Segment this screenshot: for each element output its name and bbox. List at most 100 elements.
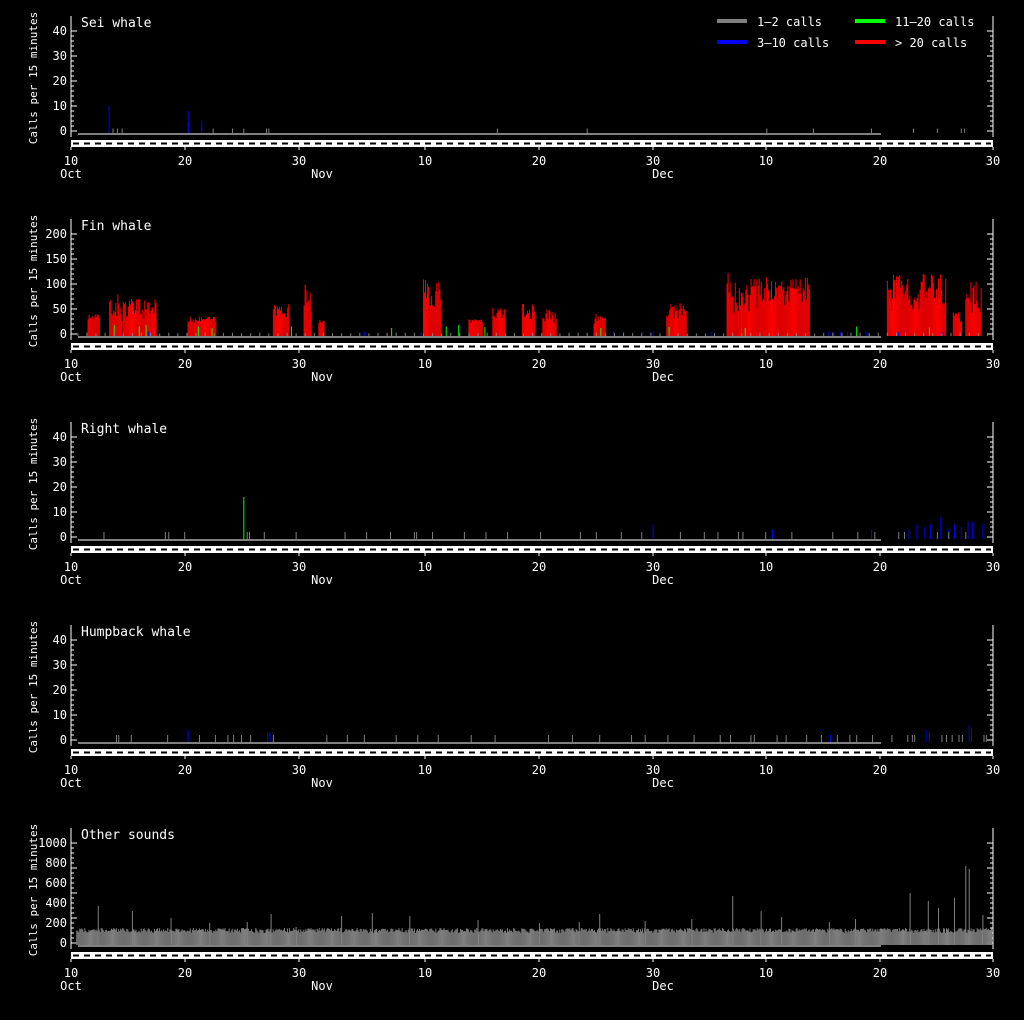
series-3-10-calls xyxy=(187,725,973,742)
time-strip xyxy=(71,952,993,959)
x-tick-label: 10 xyxy=(759,966,773,980)
x-month-label: Dec xyxy=(652,979,674,993)
x-tick-label: 10 xyxy=(64,966,78,980)
y-axis-label: Calls per 15 minutes xyxy=(27,824,40,956)
x-month-label: Dec xyxy=(652,573,674,587)
x-month-label: Dec xyxy=(652,370,674,384)
x-tick-label: 30 xyxy=(292,560,306,574)
series-3-10-calls xyxy=(108,106,203,133)
x-tick-label: 10 xyxy=(418,560,432,574)
x-tick-label: 30 xyxy=(986,560,1000,574)
x-tick-label: 10 xyxy=(759,357,773,371)
panel-title: Right whale xyxy=(81,422,167,437)
x-tick-label: 20 xyxy=(532,357,546,371)
x-month-label: Oct xyxy=(60,573,82,587)
x-tick-label: 20 xyxy=(873,560,887,574)
x-month-label: Dec xyxy=(652,776,674,790)
time-strip xyxy=(71,343,993,350)
x-tick-label: 30 xyxy=(646,966,660,980)
x-tick-label: 30 xyxy=(986,154,1000,168)
y-tick-label: 400 xyxy=(45,896,67,910)
x-tick-label: 20 xyxy=(873,154,887,168)
y-tick-label: 200 xyxy=(45,916,67,930)
y-tick-label: 200 xyxy=(45,227,67,241)
y-tick-label: 10 xyxy=(53,708,67,722)
legend-label-3-10-calls: 3–10 calls xyxy=(757,36,829,50)
x-tick-label: 30 xyxy=(646,763,660,777)
x-month-label: Nov xyxy=(311,776,333,790)
y-tick-label: 0 xyxy=(60,327,67,341)
x-month-label: Nov xyxy=(311,167,333,181)
panel-sei-whale: Sei whale Calls per 15 minutes 0 10 20 30 40 10… xyxy=(27,12,1000,181)
panel-fin-whale: Fin whale Calls per 15 minutes 0 50 100 150 20… xyxy=(27,215,1000,384)
x-tick-label: 20 xyxy=(873,763,887,777)
legend: 1–2 calls 3–10 calls 11–20 calls > 20 ca… xyxy=(717,15,974,50)
x-month-label: Dec xyxy=(652,167,674,181)
x-tick-label: 10 xyxy=(759,154,773,168)
x-tick-label: 30 xyxy=(986,966,1000,980)
y-tick-label: 0 xyxy=(60,733,67,747)
y-tick-label: 1000 xyxy=(38,836,67,850)
series-1-2-calls xyxy=(115,735,987,742)
x-month-label: Oct xyxy=(60,167,82,181)
x-tick-label: 10 xyxy=(418,763,432,777)
y-tick-label: 0 xyxy=(60,530,67,544)
panel-right-whale: Right whale Calls per 15 minutes 0 10 20 30 40… xyxy=(27,418,1000,587)
x-tick-label: 30 xyxy=(646,357,660,371)
legend-label-11-20-calls: 11–20 calls xyxy=(895,15,974,29)
y-tick-label: 0 xyxy=(60,936,67,950)
legend-label-over-20-calls: > 20 calls xyxy=(895,36,967,50)
y-tick-label: 0 xyxy=(60,124,67,138)
x-tick-label: 20 xyxy=(532,560,546,574)
y-tick-label: 40 xyxy=(53,24,67,38)
x-tick-label: 10 xyxy=(64,763,78,777)
x-tick-label: 20 xyxy=(178,357,192,371)
y-tick-label: 40 xyxy=(53,430,67,444)
y-tick-label: 100 xyxy=(45,277,67,291)
x-tick-label: 10 xyxy=(418,154,432,168)
x-tick-label: 20 xyxy=(873,357,887,371)
x-tick-label: 20 xyxy=(532,966,546,980)
x-tick-label: 10 xyxy=(64,560,78,574)
time-strip xyxy=(71,140,993,147)
y-axis-label: Calls per 15 minutes xyxy=(27,215,40,347)
legend-label-1-2-calls: 1–2 calls xyxy=(757,15,822,29)
y-tick-label: 600 xyxy=(45,876,67,890)
y-axis-label: Calls per 15 minutes xyxy=(27,418,40,550)
panel-title: Sei whale xyxy=(81,16,152,31)
x-tick-label: 10 xyxy=(759,763,773,777)
x-tick-label: 10 xyxy=(418,357,432,371)
x-tick-label: 20 xyxy=(873,966,887,980)
y-tick-label: 30 xyxy=(53,658,67,672)
y-axis-label: Calls per 15 minutes xyxy=(27,12,40,144)
y-tick-label: 30 xyxy=(53,49,67,63)
x-tick-label: 30 xyxy=(646,560,660,574)
series-1-2-calls xyxy=(76,866,993,945)
y-tick-label: 20 xyxy=(53,480,67,494)
series-3-10-calls xyxy=(147,331,944,336)
x-tick-label: 10 xyxy=(759,560,773,574)
x-tick-label: 10 xyxy=(418,966,432,980)
series-1-2-calls xyxy=(77,332,988,336)
x-tick-label: 20 xyxy=(178,966,192,980)
y-tick-label: 10 xyxy=(53,99,67,113)
x-tick-label: 10 xyxy=(64,357,78,371)
x-tick-label: 30 xyxy=(986,763,1000,777)
panel-other-sounds: Other sounds Calls per 15 minutes 0 200 400 6… xyxy=(27,824,1000,993)
y-tick-label: 150 xyxy=(45,252,67,266)
panels: Sei whale Calls per 15 minutes 0 10 20 30 40 10… xyxy=(27,12,1000,993)
y-tick-label: 40 xyxy=(53,633,67,647)
x-tick-label: 30 xyxy=(292,763,306,777)
time-strip xyxy=(71,749,993,756)
panel-title: Humpback whale xyxy=(81,625,191,640)
x-tick-label: 30 xyxy=(292,357,306,371)
series-1-2-calls xyxy=(103,532,967,539)
x-tick-label: 30 xyxy=(292,966,306,980)
series-1-2-calls xyxy=(112,128,966,133)
x-tick-label: 20 xyxy=(178,560,192,574)
x-month-label: Oct xyxy=(60,370,82,384)
x-month-label: Nov xyxy=(311,370,333,384)
panel-title: Other sounds xyxy=(81,828,175,843)
